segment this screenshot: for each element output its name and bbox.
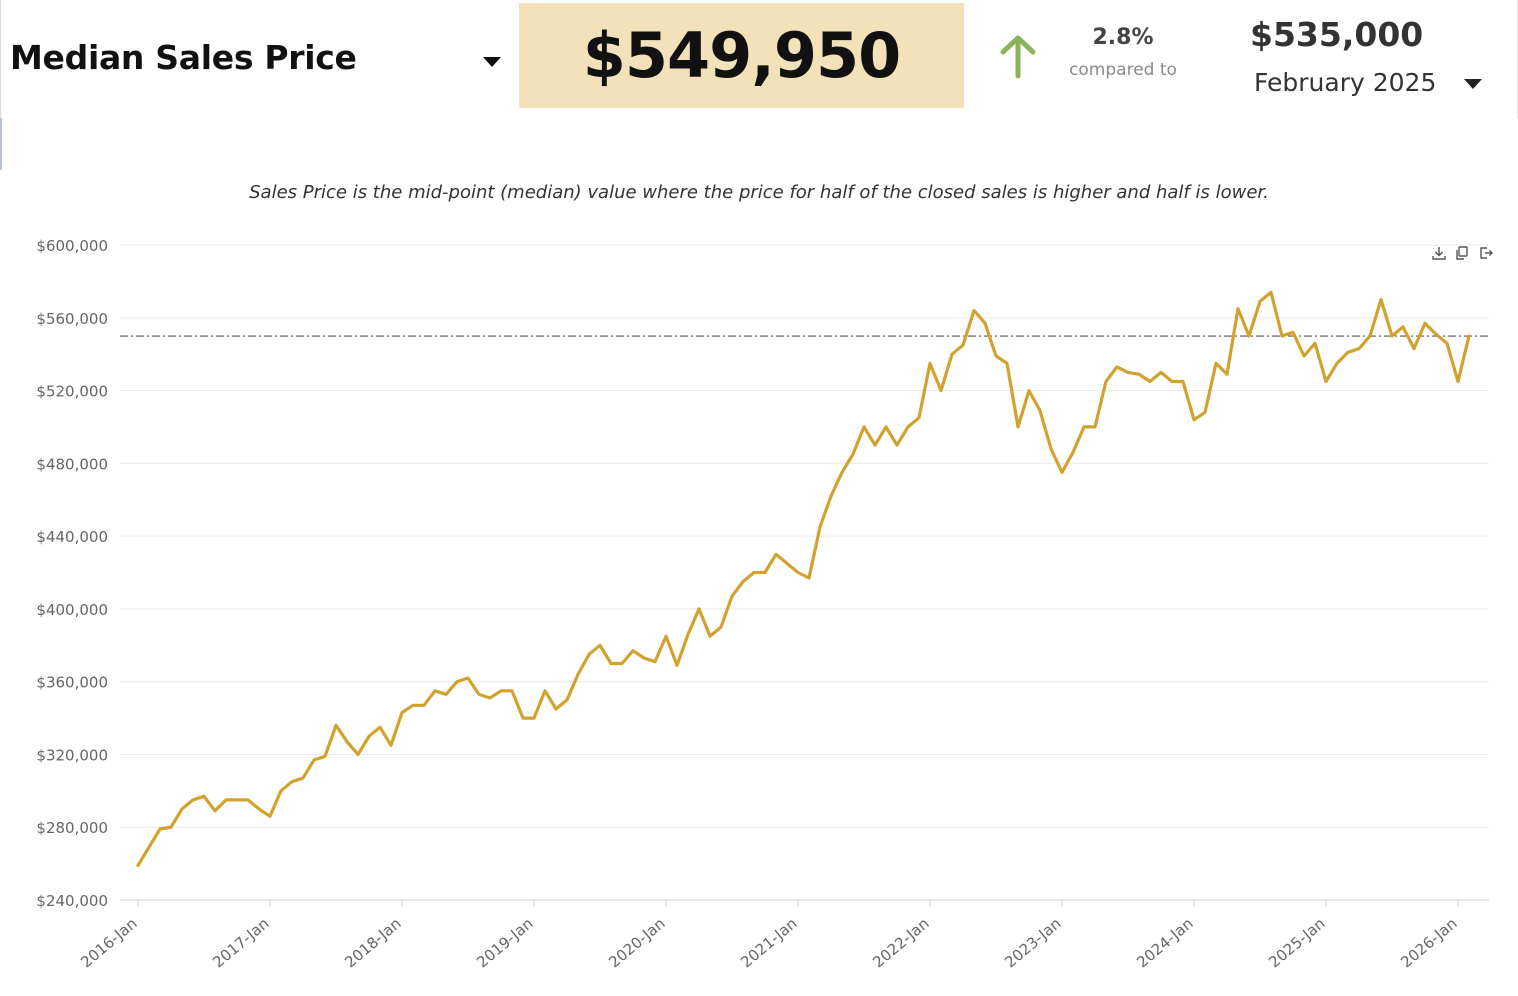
arrow-up-icon	[1000, 35, 1036, 79]
copy-icon[interactable]	[1454, 245, 1470, 261]
y-tick-label: $320,000	[36, 746, 108, 764]
x-tick-label: 2025-Jan	[1265, 914, 1328, 971]
caret-down-icon[interactable]	[1464, 79, 1482, 89]
x-tick-label: 2019-Jan	[473, 914, 536, 971]
x-tick-label: 2018-Jan	[341, 914, 404, 971]
y-tick-label: $480,000	[36, 455, 108, 473]
x-tick-label: 2016-Jan	[77, 914, 140, 971]
x-tick-label: 2024-Jan	[1133, 914, 1196, 971]
y-tick-label: $400,000	[36, 601, 108, 619]
chart-description: Sales Price is the mid-point (median) va…	[249, 182, 1269, 203]
y-tick-label: $360,000	[36, 674, 108, 692]
panel-border-accent	[0, 118, 2, 170]
x-tick-label: 2020-Jan	[605, 914, 668, 971]
change-percent: 2.8%	[1092, 25, 1154, 50]
comparison-value: $535,000	[1250, 15, 1424, 54]
y-tick-label: $240,000	[36, 892, 108, 910]
x-tick-label: 2022-Jan	[869, 914, 932, 971]
x-tick-label: 2023-Jan	[1001, 914, 1064, 971]
x-tick-label: 2021-Jan	[737, 914, 800, 971]
current-value: $549,950	[582, 19, 902, 92]
caret-down-icon[interactable]	[483, 57, 501, 67]
x-tick-label: 2017-Jan	[209, 914, 272, 971]
summary-header: Median Sales Price $549,950 2.8% compare…	[0, 0, 1518, 170]
comparison-period-selector[interactable]: February 2025	[1254, 68, 1437, 97]
series-line-median-sales-price	[136, 290, 1471, 868]
x-tick-label: 2026-Jan	[1397, 914, 1460, 971]
current-value-box: $549,950	[519, 3, 964, 108]
metric-selector-label[interactable]: Median Sales Price	[10, 38, 357, 77]
y-tick-label: $520,000	[36, 383, 108, 401]
y-tick-label: $280,000	[36, 819, 108, 837]
download-icon[interactable]	[1431, 245, 1447, 261]
panel-border	[0, 0, 1, 170]
compared-to-label: compared to	[1069, 60, 1177, 80]
y-tick-label: $600,000	[36, 237, 108, 255]
y-tick-label: $440,000	[36, 528, 108, 546]
export-icon[interactable]	[1478, 245, 1494, 261]
y-tick-label: $560,000	[36, 310, 108, 328]
